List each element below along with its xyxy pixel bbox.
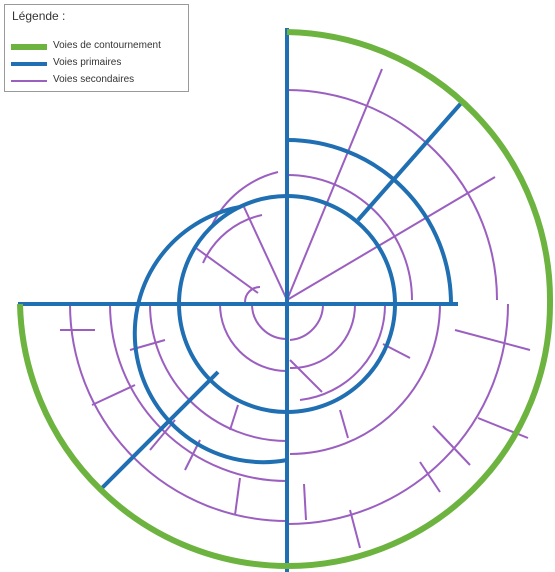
legend-title: Légende :	[12, 9, 66, 23]
legend-label-bypass: Voies de contournement	[53, 40, 161, 51]
primary-swatch	[11, 62, 47, 66]
legend-item-bypass: Voies de contournement	[11, 39, 187, 55]
bypass-roads	[17, 29, 554, 570]
legend-label-primary: Voies primaires	[53, 57, 122, 68]
legend-item-secondary: Voies secondaires	[11, 73, 187, 89]
legend: Légende : Voies de contournement Voies p…	[4, 4, 189, 92]
legend-label-secondary: Voies secondaires	[53, 74, 135, 85]
secondary-swatch	[11, 80, 47, 82]
primary-roads	[18, 28, 465, 572]
legend-item-primary: Voies primaires	[11, 56, 187, 72]
bypass-swatch	[11, 44, 47, 50]
